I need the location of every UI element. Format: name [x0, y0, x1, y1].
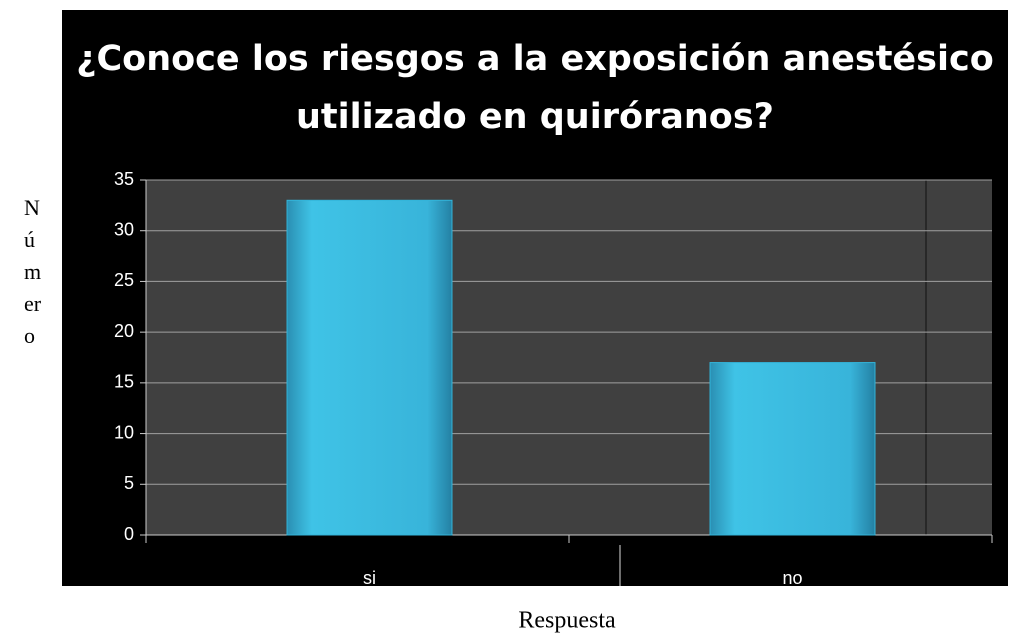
- y-tick-label: 10: [114, 422, 134, 442]
- y-tick-label: 15: [114, 372, 134, 392]
- x-tick-label: si: [363, 568, 376, 588]
- y-tick-label: 25: [114, 270, 134, 290]
- chart-title: ¿Conoce los riesgos a la exposición anes…: [76, 39, 994, 137]
- y-tick-label: 0: [124, 524, 134, 544]
- y-tick-label: 5: [124, 473, 134, 493]
- y-tick-label: 30: [114, 219, 134, 239]
- bar: [709, 362, 876, 536]
- y-tick-label: 35: [114, 169, 134, 189]
- y-axis-label: Número: [24, 195, 42, 348]
- y-tick-label: 20: [114, 321, 134, 341]
- x-tick-label: no: [782, 568, 802, 588]
- bar: [286, 199, 453, 536]
- x-axis-label: Respuesta: [518, 608, 616, 634]
